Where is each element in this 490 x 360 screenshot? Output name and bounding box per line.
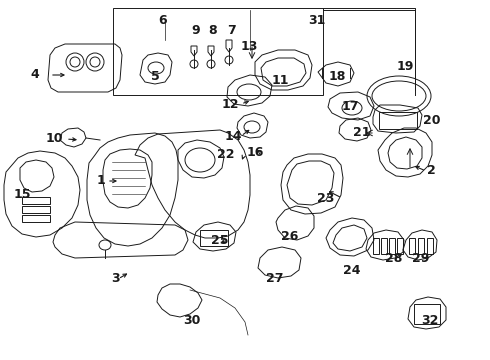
Text: 31: 31 (308, 13, 326, 27)
Bar (427, 238, 433, 254)
Text: 23: 23 (318, 192, 335, 204)
Text: 22: 22 (217, 148, 235, 162)
Text: 14: 14 (224, 130, 242, 143)
Text: 28: 28 (385, 252, 403, 265)
Text: 4: 4 (31, 68, 39, 81)
Bar (418, 238, 424, 254)
Text: 10: 10 (45, 132, 63, 145)
Text: 15: 15 (13, 189, 31, 202)
Bar (373, 238, 379, 254)
Text: 1: 1 (97, 175, 105, 188)
Bar (409, 238, 415, 254)
Bar (389, 238, 395, 254)
Text: 19: 19 (396, 59, 414, 72)
Text: 27: 27 (266, 271, 284, 284)
Text: 2: 2 (427, 165, 436, 177)
Text: 3: 3 (111, 273, 119, 285)
Text: 18: 18 (328, 69, 345, 82)
Text: 6: 6 (159, 13, 167, 27)
Text: 7: 7 (227, 23, 235, 36)
Text: 11: 11 (271, 73, 289, 86)
Text: 32: 32 (421, 314, 439, 327)
Bar (381, 238, 387, 254)
Text: 30: 30 (183, 314, 201, 327)
Text: 25: 25 (211, 234, 229, 247)
Text: 21: 21 (353, 126, 371, 139)
Bar (397, 238, 403, 254)
Bar (414, 304, 440, 324)
Text: 24: 24 (343, 264, 361, 276)
Bar (379, 112, 417, 129)
Text: 26: 26 (281, 230, 299, 243)
Text: 13: 13 (240, 40, 258, 54)
Text: 12: 12 (221, 98, 239, 111)
Text: 8: 8 (209, 23, 217, 36)
Text: 17: 17 (341, 100, 359, 113)
Text: 29: 29 (412, 252, 430, 265)
Text: 16: 16 (246, 147, 264, 159)
Bar (200, 230, 228, 246)
Text: 9: 9 (192, 23, 200, 36)
Text: 5: 5 (150, 71, 159, 84)
Text: 20: 20 (423, 113, 441, 126)
